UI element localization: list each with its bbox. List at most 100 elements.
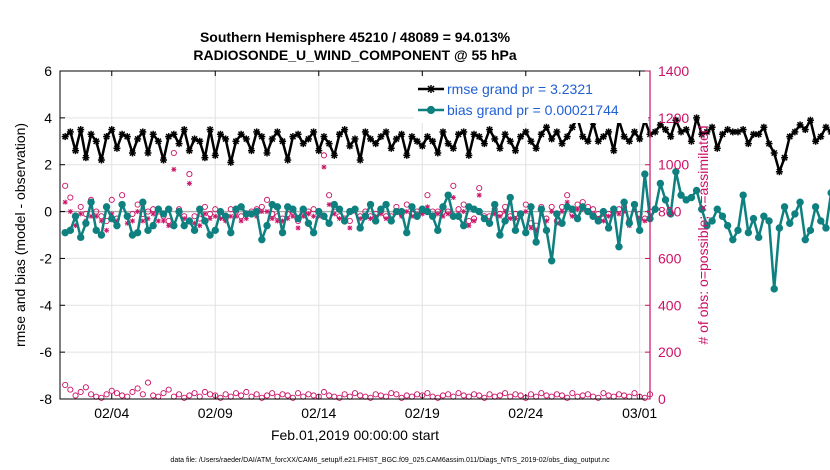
rmse-point bbox=[113, 144, 121, 152]
bias-point bbox=[723, 221, 732, 230]
bias-point bbox=[765, 217, 773, 225]
obs-possible-point bbox=[584, 391, 591, 398]
bias-point bbox=[775, 224, 784, 232]
rmse-point bbox=[273, 128, 281, 136]
obs-possible-point bbox=[186, 171, 193, 178]
obs-asterisk-stroke bbox=[62, 199, 68, 205]
rmse-asterisk-stroke bbox=[160, 156, 167, 164]
rmse-asterisk-stroke bbox=[693, 114, 700, 121]
rmse-asterisk-stroke bbox=[626, 138, 633, 145]
bias-point bbox=[221, 212, 230, 220]
rmse-asterisk-stroke bbox=[760, 124, 767, 131]
rmse-point bbox=[299, 140, 307, 148]
obs-assimilated-point bbox=[435, 211, 441, 217]
obs-possible-point bbox=[62, 182, 69, 189]
bias-point bbox=[604, 224, 613, 232]
rmse-asterisk-stroke bbox=[67, 128, 74, 136]
obs-possible-point bbox=[455, 390, 462, 397]
obs-assimilated-point bbox=[523, 209, 529, 215]
bias-point bbox=[770, 285, 778, 293]
chart-subtitle: RADIOSONDE_U_WIND_COMPONENT @ 55 hPa bbox=[193, 47, 516, 63]
left-tick-label: 6 bbox=[44, 63, 52, 79]
rmse-point bbox=[475, 133, 483, 141]
obs-asterisk-stroke bbox=[166, 223, 172, 228]
obs-asterisk-stroke bbox=[321, 164, 327, 170]
rmse-point bbox=[444, 140, 452, 148]
bias-point bbox=[397, 207, 406, 216]
bias-point bbox=[413, 212, 421, 220]
bias-point bbox=[309, 228, 318, 237]
bias-point bbox=[651, 205, 659, 213]
obs-asterisk-stroke bbox=[150, 211, 156, 217]
obs-possible-point bbox=[445, 391, 452, 398]
bias-point bbox=[817, 217, 825, 225]
obs-asterisk-stroke bbox=[269, 216, 275, 221]
rmse-asterisk-stroke bbox=[434, 149, 441, 157]
rmse-point bbox=[387, 144, 395, 152]
obs-assimilated-point bbox=[606, 213, 612, 219]
obs-assimilated-point bbox=[264, 209, 270, 215]
obs-assimilated-point bbox=[326, 202, 332, 208]
rmse-point bbox=[315, 147, 323, 155]
rmse-asterisk-stroke bbox=[98, 156, 105, 164]
rmse-asterisk-stroke bbox=[786, 133, 793, 140]
rmse-point bbox=[584, 137, 592, 145]
left-tick-label: 0 bbox=[44, 204, 52, 220]
rmse-asterisk-stroke bbox=[553, 128, 560, 136]
rmse-point bbox=[191, 135, 199, 143]
rmse-asterisk-stroke bbox=[558, 140, 566, 147]
obs-assimilated-point bbox=[497, 213, 503, 219]
bias-point bbox=[454, 212, 463, 220]
obs-assimilated-point bbox=[295, 225, 301, 231]
rmse-point bbox=[154, 137, 162, 145]
obs-possible-point bbox=[186, 392, 193, 399]
bias-point bbox=[356, 224, 364, 232]
rmse-asterisk-stroke bbox=[708, 124, 716, 131]
obs-asterisk-stroke bbox=[337, 216, 342, 221]
x-tick-label: 02/04 bbox=[94, 405, 129, 421]
obs-possible-point bbox=[77, 203, 84, 210]
obs-possible-point bbox=[62, 381, 69, 388]
bias-point bbox=[459, 221, 468, 230]
bias-point bbox=[133, 228, 142, 237]
obs-possible-point bbox=[558, 392, 566, 399]
rmse-asterisk-stroke bbox=[103, 133, 110, 140]
obs-assimilated-point bbox=[368, 216, 374, 222]
x-tick-label: 02/09 bbox=[198, 405, 233, 421]
legend-bias-label: bias grand pr = 0.00021744 bbox=[447, 102, 619, 118]
bias-point bbox=[656, 179, 665, 188]
rmse-asterisk-stroke bbox=[72, 147, 79, 154]
rmse-point bbox=[579, 133, 587, 141]
obs-possible-point bbox=[119, 192, 126, 199]
obs-asterisk-stroke bbox=[476, 192, 482, 198]
rmse-point bbox=[517, 133, 525, 141]
bias-point bbox=[672, 168, 680, 176]
rmse-point bbox=[418, 142, 426, 150]
bias-point bbox=[258, 235, 266, 244]
rmse-point bbox=[656, 121, 664, 129]
bias-point bbox=[87, 198, 95, 206]
bias-point bbox=[113, 221, 121, 230]
bias-point bbox=[532, 238, 540, 246]
bias-point bbox=[227, 228, 235, 237]
bias-point bbox=[71, 212, 80, 220]
rmse-asterisk-stroke bbox=[351, 135, 359, 143]
rmse-asterisk-stroke bbox=[398, 131, 405, 138]
bias-point bbox=[97, 231, 106, 239]
obs-possible-point bbox=[502, 390, 509, 397]
rmse-asterisk-stroke bbox=[243, 135, 250, 143]
rmse-point bbox=[718, 130, 726, 138]
obs-possible-point bbox=[595, 394, 602, 401]
rmse-asterisk-stroke bbox=[828, 131, 830, 136]
obs-asterisk-stroke bbox=[642, 218, 648, 224]
rmse-point bbox=[279, 137, 287, 145]
rmse-asterisk-stroke bbox=[740, 126, 747, 133]
rmse-point bbox=[185, 147, 193, 155]
rmse-asterisk-stroke bbox=[134, 135, 141, 143]
bias-point bbox=[185, 217, 194, 225]
rmse-point bbox=[139, 128, 147, 136]
rmse-asterisk-stroke bbox=[222, 135, 229, 143]
rmse-asterisk-stroke bbox=[372, 140, 379, 147]
rmse-point bbox=[537, 130, 545, 138]
rmse-asterisk-stroke bbox=[238, 131, 245, 138]
